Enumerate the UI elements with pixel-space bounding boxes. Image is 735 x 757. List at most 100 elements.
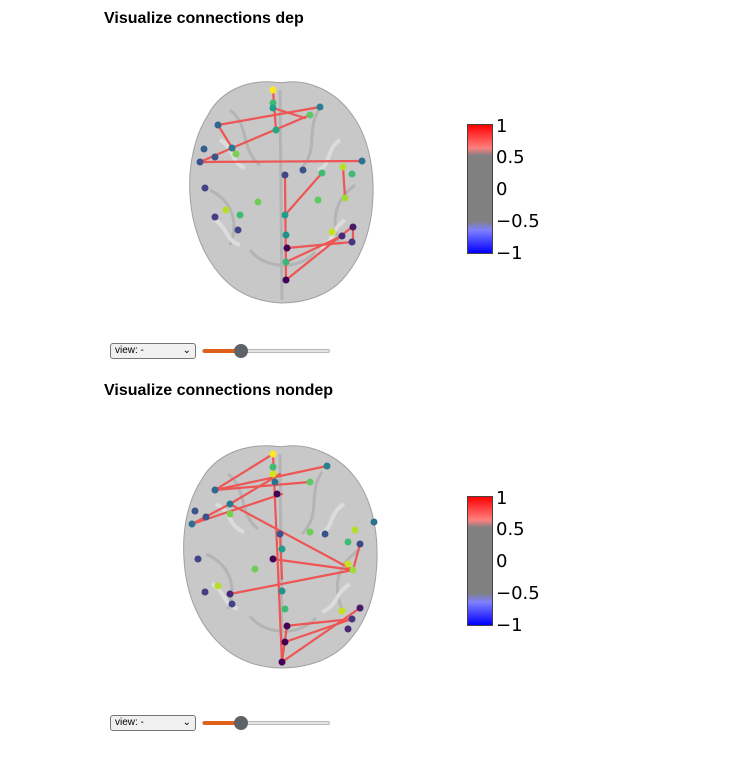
node xyxy=(234,226,242,234)
brain-connectome-view[interactable] xyxy=(170,434,400,674)
node xyxy=(328,228,336,236)
node xyxy=(321,530,329,538)
node xyxy=(278,545,286,553)
colorbar-tick: 1 xyxy=(496,488,508,509)
node xyxy=(281,638,289,646)
chevron-down-icon: ⌄ xyxy=(182,717,191,728)
node xyxy=(232,150,240,158)
node xyxy=(226,500,234,508)
node xyxy=(348,615,356,623)
node xyxy=(281,211,289,219)
node xyxy=(314,196,322,204)
node xyxy=(356,540,364,548)
node xyxy=(282,231,290,239)
node xyxy=(269,555,277,563)
connectivity-panel-dep: Visualize connections dep xyxy=(0,0,735,372)
node xyxy=(348,170,356,178)
node xyxy=(201,588,209,596)
colorbar-tick: 0.5 xyxy=(496,147,525,168)
node xyxy=(299,166,307,174)
node xyxy=(269,450,277,458)
node xyxy=(349,223,357,231)
node xyxy=(356,604,364,612)
node xyxy=(351,526,359,534)
edge xyxy=(278,532,284,581)
edge xyxy=(351,542,362,572)
node xyxy=(281,605,289,613)
edge xyxy=(213,452,275,492)
colorbar-tick: 1 xyxy=(496,116,508,137)
node xyxy=(358,157,366,165)
edge xyxy=(285,240,354,250)
colorbar-tick: 0 xyxy=(496,551,508,572)
node xyxy=(191,507,199,515)
node-markers xyxy=(188,450,378,666)
node xyxy=(251,565,259,573)
node xyxy=(269,99,277,107)
colorbar-gradient xyxy=(467,496,493,626)
node xyxy=(283,244,291,252)
node xyxy=(344,560,352,568)
colorbar-tick: 0.5 xyxy=(496,519,525,540)
node xyxy=(282,276,290,284)
edge xyxy=(283,171,324,217)
view-select-value: view: - xyxy=(115,345,144,356)
edge xyxy=(271,106,307,120)
edge xyxy=(228,568,355,596)
colorbar-tick: −0.5 xyxy=(496,583,540,604)
node xyxy=(188,520,196,528)
edge xyxy=(341,165,347,200)
connectivity-panel-nondep: Visualize connections nondep xyxy=(0,372,735,744)
node xyxy=(214,582,222,590)
node xyxy=(211,153,219,161)
node xyxy=(323,462,331,470)
node xyxy=(348,238,356,246)
node xyxy=(344,625,352,633)
node xyxy=(283,622,291,630)
node xyxy=(194,555,202,563)
edge xyxy=(283,617,354,644)
node xyxy=(202,513,210,521)
node xyxy=(269,463,277,471)
slider-fill xyxy=(203,349,241,353)
node xyxy=(339,163,347,171)
node xyxy=(269,104,277,112)
slider-thumb[interactable] xyxy=(234,344,248,358)
chevron-down-icon: ⌄ xyxy=(182,345,191,356)
node xyxy=(211,486,219,494)
colorbar-tick: −1 xyxy=(496,615,523,636)
node xyxy=(269,470,277,478)
view-select[interactable]: view: - ⌄ xyxy=(110,715,196,731)
edge xyxy=(216,105,322,127)
brain-connectome-view[interactable] xyxy=(170,70,400,310)
node xyxy=(278,587,286,595)
view-select[interactable]: view: - ⌄ xyxy=(110,343,196,359)
node xyxy=(344,538,352,546)
node xyxy=(228,600,236,608)
node-markers xyxy=(196,86,366,284)
node xyxy=(276,530,284,538)
node xyxy=(306,111,314,119)
node xyxy=(228,144,236,152)
opacity-slider[interactable] xyxy=(202,344,330,358)
colorbar-tick: −0.5 xyxy=(496,211,540,232)
node xyxy=(338,232,346,240)
edge xyxy=(213,480,312,492)
slider-thumb[interactable] xyxy=(234,716,248,730)
node xyxy=(278,658,286,666)
node xyxy=(281,171,289,179)
node xyxy=(254,198,262,206)
edge xyxy=(230,113,312,150)
opacity-slider[interactable] xyxy=(202,716,330,730)
node xyxy=(236,211,244,219)
node xyxy=(222,206,230,214)
node xyxy=(273,490,281,498)
edge xyxy=(271,452,284,664)
edge xyxy=(280,606,362,664)
panel-title: Visualize connections nondep xyxy=(104,382,334,399)
node xyxy=(282,258,290,266)
node xyxy=(341,194,349,202)
node xyxy=(316,103,324,111)
edge xyxy=(228,502,355,572)
edge xyxy=(198,159,364,164)
